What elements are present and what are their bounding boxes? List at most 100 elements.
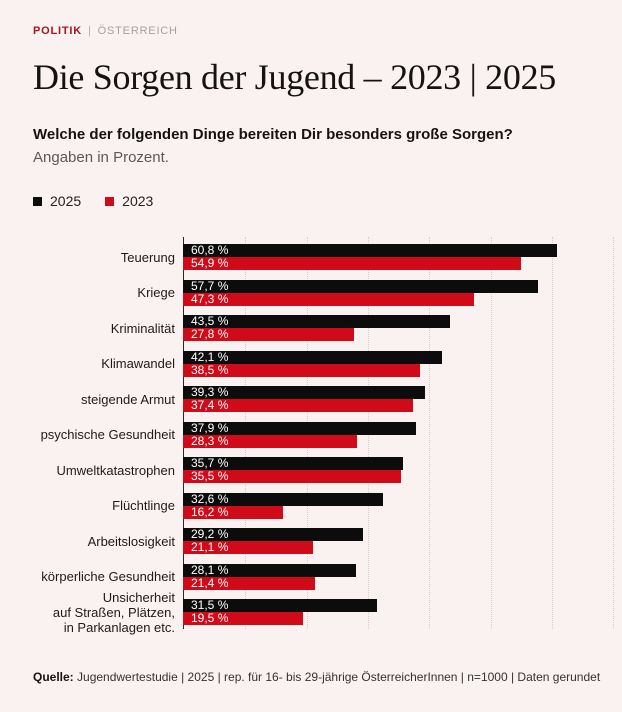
gridline [429,237,431,629]
bar-group: 28,1 % 21,4 % [183,562,622,590]
gridline [490,237,492,629]
category-label: Arbeitslosigkeit [87,533,175,549]
legend: 2025 2023 [33,193,622,209]
value-label: 54,9 % [191,256,229,270]
unit-note: Angaben in Prozent. [33,149,169,166]
value-label: 35,5 % [191,469,229,483]
category-label: Kriminalität [110,320,175,336]
gridline [613,237,615,629]
bar-2023: 38,5 % [183,362,420,377]
value-label: 37,4 % [191,398,229,412]
value-label: 16,2 % [191,504,229,519]
chart-rows: Teuerung 60,8 % 54,9 % Kriege 57,7 % 47,3 % Kr… [33,244,622,635]
bar-group: 60,8 % 54,9 % [183,244,622,270]
chart-row: Flüchtlinge 32,6 % 16,2 % [33,491,622,519]
legend-item-2025: 2025 [33,193,81,209]
value-label: 21,4 % [191,575,229,590]
category-label: Umweltkatastrophen [56,462,176,478]
value-label: 38,5 % [191,362,229,377]
page-title: Die Sorgen der Jugend – 2023 | 2025 [33,57,556,97]
bar-group: 31,5 % 19,5 % [183,599,622,625]
bar-2025: 42,1 % [183,349,442,364]
bar-2025: 28,1 % [183,562,356,577]
bar-group: 57,7 % 47,3 % [183,278,622,306]
bar-2025: 32,6 % [183,491,384,506]
bar-2025: 39,3 % [183,386,425,399]
gridline [552,237,554,629]
bar-2025: 35,7 % [183,457,403,470]
bar-2023: 19,5 % [183,612,303,625]
chart-row: steigende Armut 39,3 % 37,4 % [33,386,622,412]
bar-chart: Teuerung 60,8 % 54,9 % Kriege 57,7 % 47,3 % Kr… [33,237,622,635]
bar-2023: 28,3 % [183,433,357,448]
value-label: 27,8 % [191,327,229,341]
breadcrumb: POLITIK | ÖSTERREICH [33,25,622,37]
category-label: psychische Gesundheit [40,427,175,442]
chart-row: körperliche Gesundheit 28,1 % 21,4 % [33,562,622,590]
content: POLITIK | ÖSTERREICH Die Sorgen der Jugend… [33,25,622,685]
value-label: 42,1 % [191,349,229,364]
category-label: Flüchtlinge [112,498,175,513]
value-label: 57,7 % [191,278,229,293]
value-label: 28,3 % [191,433,229,448]
bar-2023: 35,5 % [183,469,402,483]
category-label: Kriege [137,285,175,300]
value-label: 29,2 % [191,527,229,541]
bar-group: 42,1 % 38,5 % [183,349,622,377]
value-label: 28,1 % [191,562,229,577]
category-label: Klimawandel [101,356,175,371]
bar-2023: 54,9 % [183,257,521,270]
breadcrumb-region: ÖSTERREICH [97,25,178,37]
bar-2025: 37,9 % [183,420,417,435]
chart-row: Arbeitslosigkeit 29,2 % 21,1 % [33,528,622,554]
legend-swatch-2025 [33,196,42,206]
value-label: 31,5 % [191,598,229,612]
chart-row: Kriminalität 43,5 % 27,8 % [33,315,622,341]
value-label: 60,8 % [191,243,229,257]
bar-2025: 60,8 % [183,244,557,257]
value-label: 35,7 % [191,456,229,470]
bar-group: 32,6 % 16,2 % [183,491,622,519]
source-text: Jugendwertestudie | 2025 | rep. für 16- … [73,670,601,684]
value-label: 47,3 % [191,291,229,306]
legend-swatch-2023 [105,196,115,206]
value-label: 43,5 % [191,314,229,328]
bar-2023: 47,3 % [183,291,474,306]
category-label: Unsicherheit auf Straßen, Plätzen, in Pa… [52,589,175,635]
bar-2023: 37,4 % [183,399,413,412]
legend-item-2023: 2023 [105,193,153,209]
category-label: körperliche Gesundheit [41,569,175,584]
value-label: 21,1 % [191,540,229,554]
breadcrumb-separator: | [88,25,92,37]
value-label: 37,9 % [191,420,229,435]
bar-2023: 21,1 % [183,541,313,554]
bar-group: 29,2 % 21,1 % [183,528,622,554]
bar-2025: 31,5 % [183,599,377,612]
bar-group: 43,5 % 27,8 % [183,315,622,341]
value-label: 39,3 % [191,385,229,399]
breadcrumb-section: POLITIK [33,25,82,37]
chart-question: Welche der folgenden Dinge bereiten Dir … [33,126,513,143]
chart-row: Klimawandel 42,1 % 38,5 % [33,349,622,377]
category-label: Teuerung [120,249,175,265]
chart-row: psychische Gesundheit 37,9 % 28,3 % [33,420,622,448]
bar-2023: 21,4 % [183,575,315,590]
bar-group: 37,9 % 28,3 % [183,420,622,448]
chart-row: Kriege 57,7 % 47,3 % [33,278,622,306]
bar-group: 39,3 % 37,4 % [183,386,622,412]
bar-2025: 43,5 % [183,314,451,328]
bar-group: 35,7 % 35,5 % [183,457,622,483]
value-label: 32,6 % [191,491,229,506]
bar-2023: 16,2 % [183,504,283,519]
chart-row: Teuerung 60,8 % 54,9 % [33,244,622,270]
legend-label-2025: 2025 [50,193,82,209]
chart-row: Umweltkatastrophen 35,7 % 35,5 % [33,457,622,483]
category-label: steigende Armut [81,391,175,407]
chart-row: Unsicherheit auf Straßen, Plätzen, in Pa… [33,590,622,635]
source-label: Quelle: [33,670,74,684]
legend-label-2023: 2023 [122,193,154,209]
bar-2023: 27,8 % [183,328,354,341]
bar-2025: 57,7 % [183,278,538,293]
source-line: Quelle: Jugendwertestudie | 2025 | rep. … [33,670,622,685]
